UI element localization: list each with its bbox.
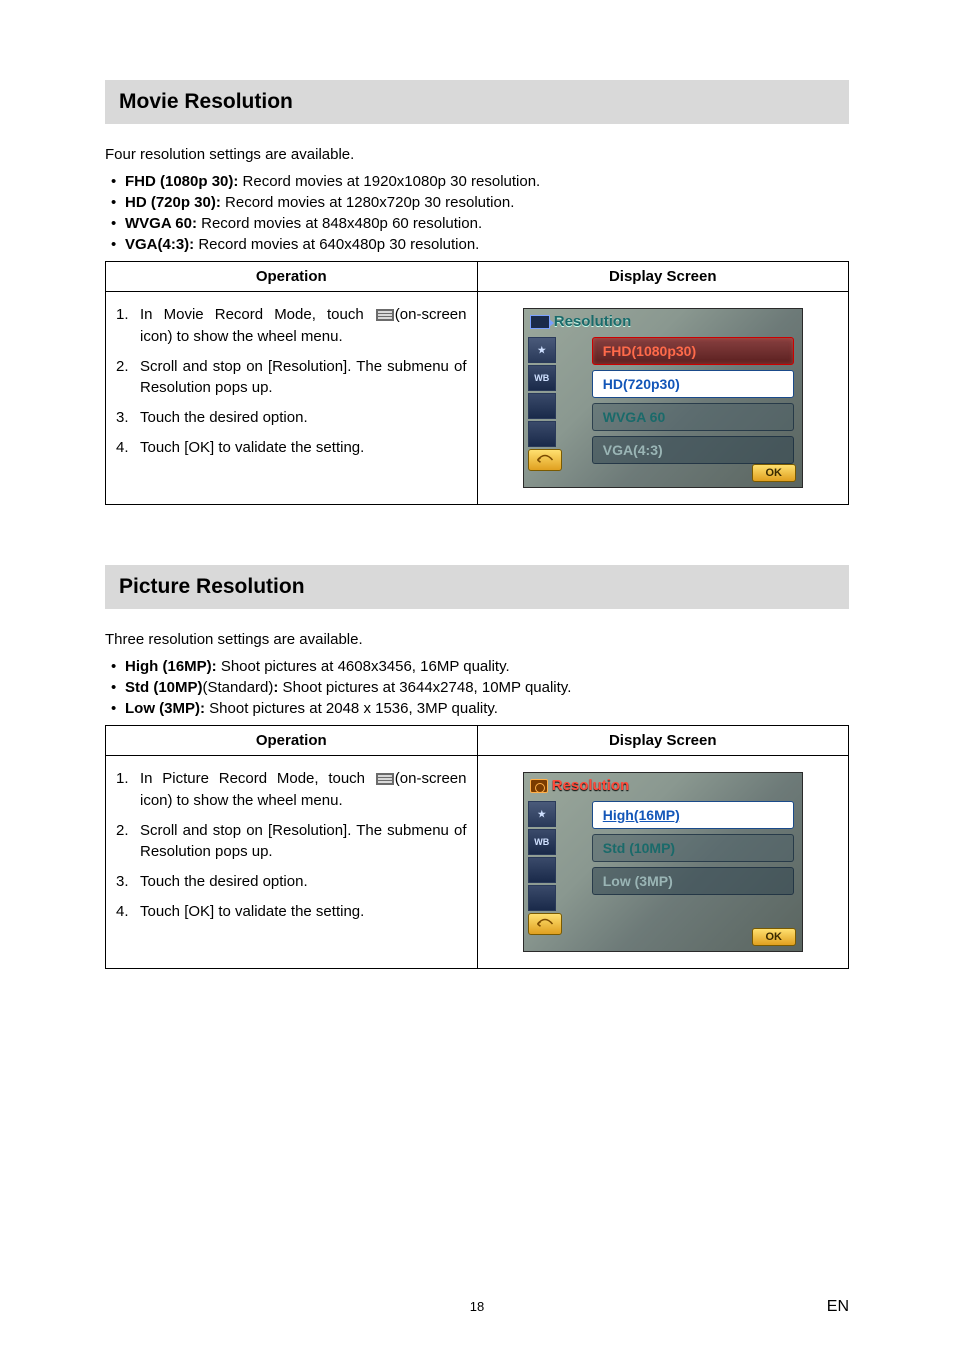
side-icons: ★ WB xyxy=(528,801,558,935)
camera-icon xyxy=(530,779,548,793)
bullet-label: WVGA 60: xyxy=(125,215,197,232)
movie-steps-cell: In Movie Record Mode, touch (on-screen i… xyxy=(106,292,478,505)
ok-button: OK xyxy=(752,928,796,946)
bullet-item: VGA(4:3): Record movies at 640x480p 30 r… xyxy=(105,236,849,253)
th-display: Display Screen xyxy=(477,726,849,756)
bullet-mid: (Standard) xyxy=(203,679,274,696)
bullet-desc: Record movies at 848x480p 60 resolution. xyxy=(197,215,482,232)
screen-title: Resolution xyxy=(554,313,632,330)
picture-steps-cell: In Picture Record Mode, touch (on-screen… xyxy=(106,756,478,969)
bullet-item: Low (3MP): Shoot pictures at 2048 x 1536… xyxy=(105,700,849,717)
option: Low (3MP) xyxy=(592,867,794,895)
bullet-desc: Shoot pictures at 3644x2748, 10MP qualit… xyxy=(278,679,571,696)
step: Touch [OK] to validate the setting. xyxy=(116,901,467,923)
screen-title: Resolution xyxy=(552,777,630,794)
option: High(16MP) xyxy=(592,801,794,829)
bullet-item: FHD (1080p 30): Record movies at 1920x10… xyxy=(105,173,849,190)
side-icon xyxy=(528,421,556,447)
bullet-desc: Shoot pictures at 4608x3456, 16MP qualit… xyxy=(217,658,510,675)
step: Touch the desired option. xyxy=(116,871,467,893)
movie-bullets: FHD (1080p 30): Record movies at 1920x10… xyxy=(105,173,849,253)
bullet-desc: Shoot pictures at 2048 x 1536, 3MP quali… xyxy=(205,700,498,717)
bullet-label: Low (3MP): xyxy=(125,700,205,717)
bullet-label: HD (720p 30): xyxy=(125,194,221,211)
step: Touch the desired option. xyxy=(116,407,467,429)
picture-bullets: High (16MP): Shoot pictures at 4608x3456… xyxy=(105,658,849,717)
side-icon: WB xyxy=(528,829,556,855)
step-text: In Movie Record Mode, touch xyxy=(140,306,375,323)
option: VGA(4:3) xyxy=(592,436,794,464)
th-operation: Operation xyxy=(106,726,478,756)
ok-button: OK xyxy=(752,464,796,482)
bullet-item: High (16MP): Shoot pictures at 4608x3456… xyxy=(105,658,849,675)
bullet-desc: Record movies at 1280x720p 30 resolution… xyxy=(221,194,515,211)
picture-intro: Three resolution settings are available. xyxy=(105,631,849,648)
options-list: High(16MP) Std (10MP) Low (3MP) xyxy=(592,801,794,895)
bullet-desc: Record movies at 640x480p 30 resolution. xyxy=(194,236,479,253)
bullet-label: VGA(4:3): xyxy=(125,236,194,253)
side-icon: ★ xyxy=(528,801,556,827)
step: Scroll and stop on [Resolution]. The sub… xyxy=(116,356,467,400)
section-header-picture: Picture Resolution xyxy=(105,565,849,609)
picture-table: Operation Display Screen In Picture Reco… xyxy=(105,725,849,969)
side-icon: ★ xyxy=(528,337,556,363)
option: HD(720p30) xyxy=(592,370,794,398)
bullet-desc: Record movies at 1920x1080p 30 resolutio… xyxy=(238,173,540,190)
bullet-item: HD (720p 30): Record movies at 1280x720p… xyxy=(105,194,849,211)
camcorder-icon xyxy=(530,315,550,329)
movie-screen-mock: Resolution ★ WB FHD(1080p30) HD(720p30) … xyxy=(523,308,803,488)
bullet-item: Std (10MP)(Standard): Shoot pictures at … xyxy=(105,679,849,696)
options-list: FHD(1080p30) HD(720p30) WVGA 60 VGA(4:3) xyxy=(592,337,794,464)
side-icon xyxy=(528,857,556,883)
picture-screen-cell: Resolution ★ WB High(16MP) Std (10MP) Lo… xyxy=(477,756,849,969)
side-icon xyxy=(528,885,556,911)
menu-icon xyxy=(376,309,394,321)
bullet-item: WVGA 60: Record movies at 848x480p 60 re… xyxy=(105,215,849,232)
bullet-label: High (16MP): xyxy=(125,658,217,675)
th-display: Display Screen xyxy=(477,262,849,292)
menu-icon xyxy=(376,773,394,785)
side-icon xyxy=(528,393,556,419)
side-icons: ★ WB xyxy=(528,337,558,471)
step: In Movie Record Mode, touch (on-screen i… xyxy=(116,304,467,348)
side-icon: WB xyxy=(528,365,556,391)
option: WVGA 60 xyxy=(592,403,794,431)
option: FHD(1080p30) xyxy=(592,337,794,365)
page-lang: EN xyxy=(827,1298,849,1316)
bullet-label: FHD (1080p 30): xyxy=(125,173,238,190)
step: Scroll and stop on [Resolution]. The sub… xyxy=(116,820,467,864)
bullet-label: Std (10MP) xyxy=(125,679,203,696)
section-title-movie: Movie Resolution xyxy=(119,90,835,114)
back-icon xyxy=(528,913,562,935)
section-title-picture: Picture Resolution xyxy=(119,575,835,599)
movie-screen-cell: Resolution ★ WB FHD(1080p30) HD(720p30) … xyxy=(477,292,849,505)
th-operation: Operation xyxy=(106,262,478,292)
page-number: 18 xyxy=(0,1299,954,1314)
option: Std (10MP) xyxy=(592,834,794,862)
step-text: In Picture Record Mode, touch xyxy=(140,770,375,787)
picture-screen-mock: Resolution ★ WB High(16MP) Std (10MP) Lo… xyxy=(523,772,803,952)
step: In Picture Record Mode, touch (on-screen… xyxy=(116,768,467,812)
step: Touch [OK] to validate the setting. xyxy=(116,437,467,459)
movie-table: Operation Display Screen In Movie Record… xyxy=(105,261,849,505)
section-header-movie: Movie Resolution xyxy=(105,80,849,124)
movie-intro: Four resolution settings are available. xyxy=(105,146,849,163)
back-icon xyxy=(528,449,562,471)
